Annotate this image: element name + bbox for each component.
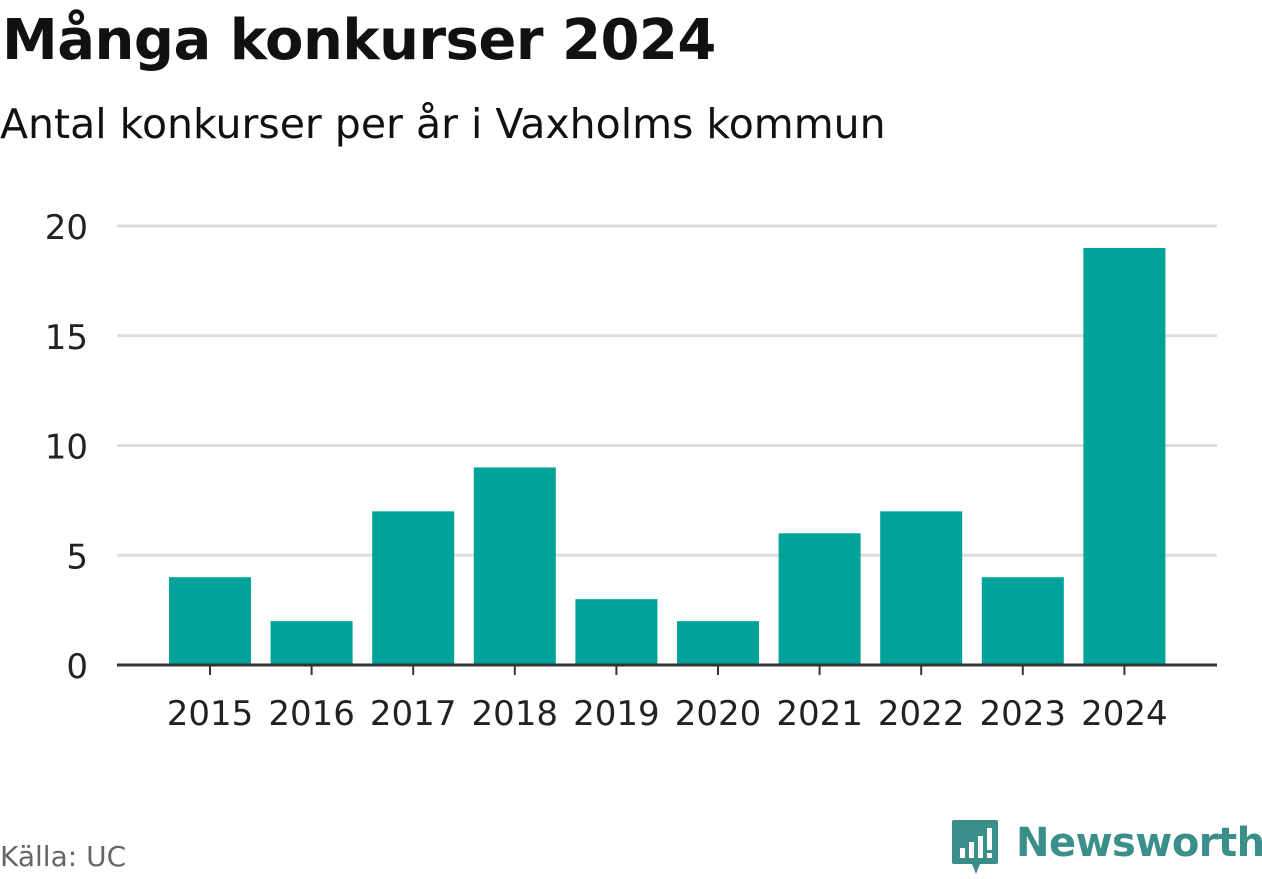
x-tick-label: 2016 — [268, 694, 355, 734]
brand-name: Newsworthy — [1016, 820, 1262, 866]
gridlines — [117, 224, 1217, 557]
bar-2021 — [778, 533, 861, 665]
newsworthy-logo-icon — [952, 820, 998, 874]
x-tick-label: 2023 — [980, 694, 1067, 734]
x-axis-tick-labels: 2015 2016 2017 2018 2019 2020 2021 2022 2023 2024 — [167, 694, 1168, 734]
y-tick-label: 5 — [66, 537, 88, 577]
bar-2023 — [981, 577, 1064, 665]
x-tick-label: 2017 — [370, 694, 457, 734]
x-tick-label: 2024 — [1081, 694, 1168, 734]
y-tick-label: 20 — [45, 208, 88, 248]
bar-2024 — [1083, 247, 1166, 665]
bar-2019 — [575, 599, 658, 665]
bar-2017 — [372, 511, 455, 665]
brand: Newsworthy — [950, 818, 1262, 878]
bar-2022 — [880, 511, 963, 665]
y-tick-label: 15 — [45, 318, 88, 358]
bars — [169, 247, 1166, 665]
chart-title: Många konkurser 2024 — [2, 8, 716, 73]
source-note: Källa: UC — [0, 840, 127, 873]
x-tick-label: 2019 — [573, 694, 660, 734]
x-tick-label: 2022 — [878, 694, 965, 734]
x-tick-label: 2015 — [167, 694, 254, 734]
y-tick-label: 0 — [66, 647, 88, 687]
y-axis-tick-labels: 0 5 10 15 20 — [45, 208, 88, 687]
bar-2015 — [169, 577, 251, 665]
x-tick-label: 2020 — [675, 694, 762, 734]
x-axis — [117, 663, 1217, 675]
bar-2016 — [270, 621, 353, 665]
x-tick-label: 2021 — [776, 694, 863, 734]
chart-subtitle: Antal konkurser per år i Vaxholms kommun — [0, 100, 886, 148]
x-tick-label: 2018 — [472, 694, 559, 734]
bar-2020 — [677, 621, 759, 665]
y-tick-label: 10 — [45, 428, 88, 468]
bar-2018 — [473, 467, 556, 665]
